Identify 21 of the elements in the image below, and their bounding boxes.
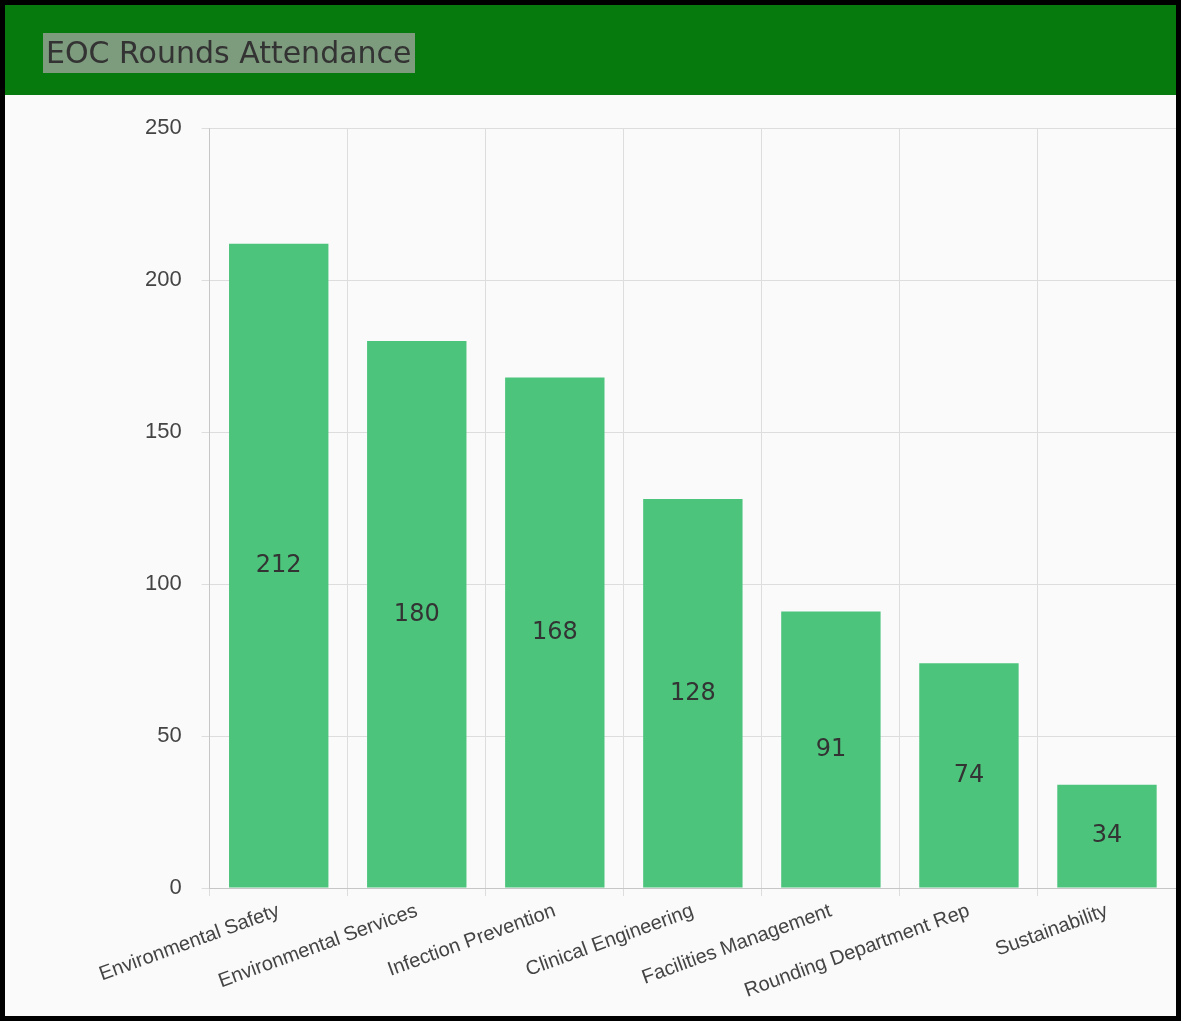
bar — [781, 611, 881, 888]
y-tick-label: 250 — [144, 114, 182, 140]
y-tick-label: 150 — [144, 418, 182, 444]
data-label: 212 — [255, 549, 302, 578]
y-tick-label: 100 — [144, 570, 182, 596]
y-tick-label: 0 — [169, 874, 182, 900]
y-tick-label: 50 — [157, 722, 182, 748]
bar — [643, 499, 743, 888]
y-tick-label: 200 — [144, 266, 182, 292]
bar — [1057, 784, 1157, 888]
data-label: 74 — [953, 759, 985, 788]
bar — [919, 663, 1019, 888]
bar — [367, 340, 467, 888]
bar — [229, 243, 329, 888]
data-label: 128 — [669, 677, 716, 706]
chart-title: EOC Rounds Attendance — [43, 33, 415, 73]
data-label: 91 — [815, 733, 847, 762]
bar — [505, 377, 605, 888]
data-label: 34 — [1091, 820, 1123, 849]
data-label: 180 — [393, 598, 440, 627]
data-label: 168 — [531, 616, 578, 645]
